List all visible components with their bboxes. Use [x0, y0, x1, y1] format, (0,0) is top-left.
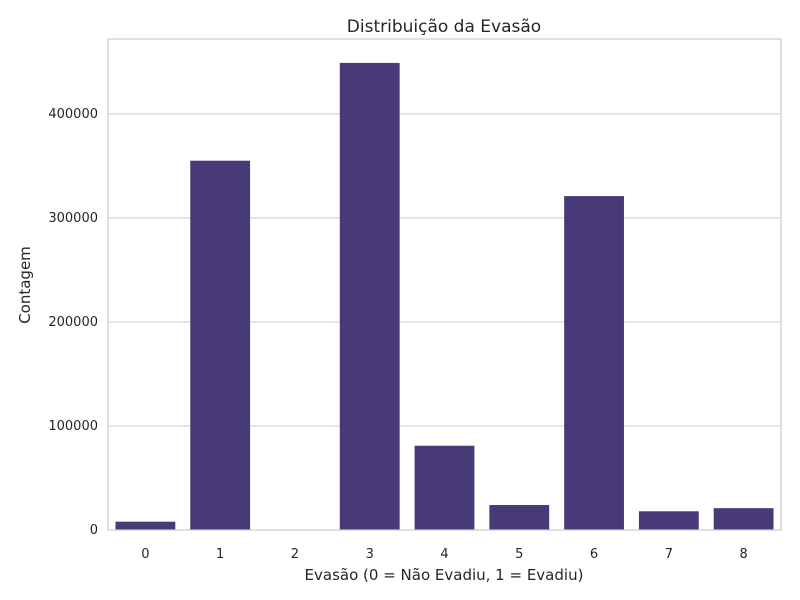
chart-title: Distribuição da Evasão [347, 17, 541, 37]
x-tick-labels: 0 1 2 3 4 5 6 7 8 [141, 547, 748, 562]
x-tick-label: 1 [216, 547, 224, 562]
bar-6 [564, 196, 624, 531]
bar-7 [638, 511, 699, 530]
x-tick-label: 7 [665, 547, 673, 562]
bar-8 [713, 508, 774, 530]
x-tick-label: 8 [739, 547, 747, 562]
plot-frame [107, 38, 782, 531]
bar-5 [489, 505, 550, 530]
y-tick-label: 100000 [48, 419, 98, 434]
x-tick-label: 4 [440, 547, 448, 562]
bar-1 [190, 160, 251, 530]
x-tick-label: 2 [291, 547, 299, 562]
y-tick-labels: 0 100000 200000 300000 400000 [48, 107, 98, 538]
x-axis-label: Evasão (0 = Não Evadiu, 1 = Evadiu) [305, 566, 584, 584]
bar-4 [414, 445, 475, 530]
bar-3 [339, 62, 400, 531]
y-tick-label: 300000 [48, 211, 98, 226]
y-axis-label: Contagem [16, 246, 34, 324]
x-tick-label: 3 [366, 547, 374, 562]
y-tick-label: 0 [90, 523, 98, 538]
bars [115, 62, 774, 531]
bar-0 [115, 521, 176, 530]
y-tick-label: 200000 [48, 315, 98, 330]
x-tick-label: 5 [515, 547, 523, 562]
x-tick-label: 0 [141, 547, 149, 562]
y-tick-label: 400000 [48, 107, 98, 122]
x-tick-label: 6 [590, 547, 598, 562]
